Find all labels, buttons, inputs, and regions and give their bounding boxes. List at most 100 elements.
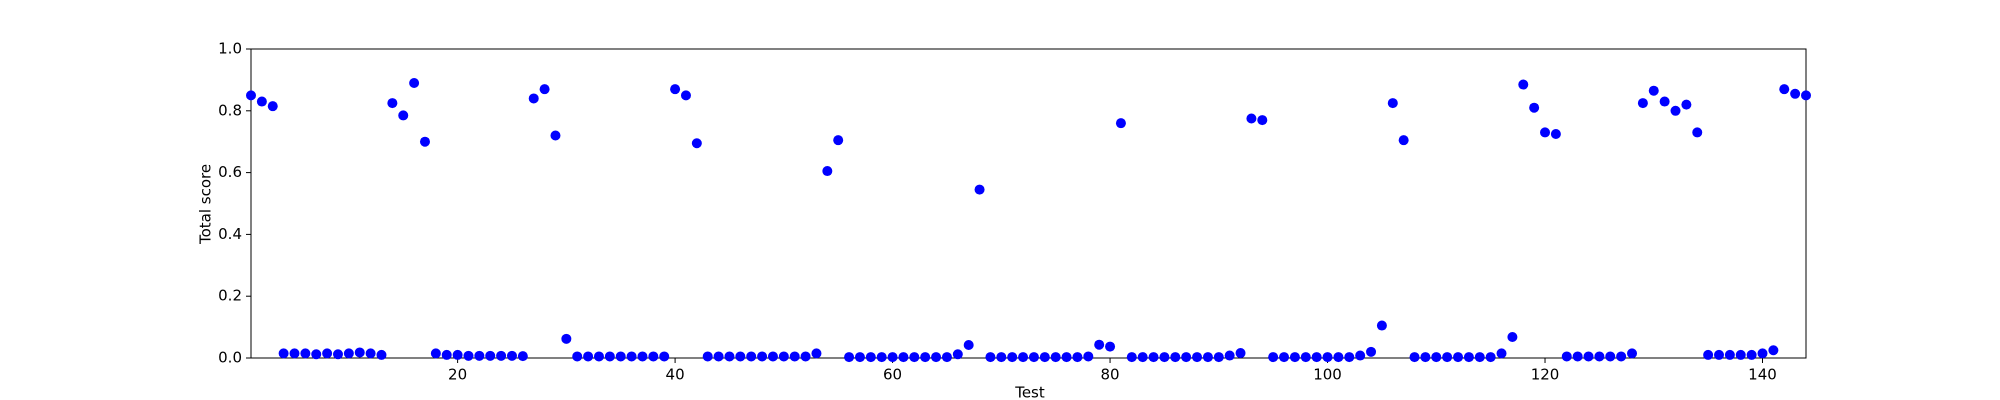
point: [1442, 352, 1453, 363]
point: [1105, 341, 1116, 352]
point: [876, 352, 887, 363]
point: [659, 351, 670, 362]
point: [583, 351, 594, 362]
point: [811, 348, 822, 359]
point: [1659, 96, 1670, 107]
point: [506, 350, 517, 361]
y-tick-label: 0.2: [218, 287, 242, 305]
point: [702, 351, 713, 362]
point: [1801, 90, 1811, 101]
point: [1550, 128, 1561, 139]
point: [1724, 349, 1735, 360]
point: [517, 351, 528, 362]
point: [474, 350, 485, 361]
point: [920, 352, 931, 363]
point: [746, 351, 757, 362]
x-tick-label: 100: [1313, 366, 1342, 384]
point: [1714, 349, 1725, 360]
point: [278, 348, 289, 359]
point: [1474, 352, 1485, 363]
point: [496, 350, 507, 361]
point: [833, 135, 844, 146]
point: [1507, 331, 1518, 342]
point: [898, 352, 909, 363]
point: [1757, 348, 1768, 359]
point: [1268, 352, 1279, 363]
point: [854, 352, 865, 363]
point: [1192, 352, 1203, 363]
point: [430, 348, 441, 359]
point: [1148, 352, 1159, 363]
y-tick-label: 1.0: [218, 40, 242, 58]
point: [1018, 352, 1029, 363]
point: [1235, 348, 1246, 359]
point: [1300, 352, 1311, 363]
point: [365, 348, 376, 359]
plot-frame: [250, 48, 1807, 359]
x-axis-label: Test: [1014, 384, 1045, 400]
point: [572, 351, 583, 362]
point: [1572, 351, 1583, 362]
point: [996, 352, 1007, 363]
point: [1224, 350, 1235, 361]
point: [931, 352, 942, 363]
point: [1159, 352, 1170, 363]
point: [1050, 352, 1061, 363]
point: [637, 351, 648, 362]
point: [1387, 98, 1398, 109]
x-tick-label: 140: [1748, 366, 1777, 384]
point: [463, 350, 474, 361]
point: [680, 90, 691, 101]
point: [256, 96, 267, 107]
point: [1779, 84, 1790, 95]
point: [1485, 352, 1496, 363]
point: [1333, 352, 1344, 363]
point: [713, 351, 724, 362]
point: [1703, 349, 1714, 360]
point: [1627, 348, 1638, 359]
point: [1605, 351, 1616, 362]
point: [735, 351, 746, 362]
point: [1540, 127, 1551, 138]
point: [691, 138, 702, 149]
point: [409, 77, 420, 88]
point: [1061, 352, 1072, 363]
point: [789, 351, 800, 362]
point: [1790, 88, 1801, 99]
point: [452, 349, 463, 360]
point: [1420, 352, 1431, 363]
point: [1398, 135, 1409, 146]
point: [1170, 352, 1181, 363]
point: [1463, 352, 1474, 363]
point: [1431, 352, 1442, 363]
point: [1692, 127, 1703, 138]
point: [1344, 352, 1355, 363]
point: [1518, 79, 1529, 90]
point: [376, 349, 387, 360]
point: [1115, 118, 1126, 129]
point: [1322, 352, 1333, 363]
point: [670, 84, 681, 95]
point: [1648, 85, 1659, 96]
point: [1366, 346, 1377, 357]
point: [1083, 351, 1094, 362]
point: [300, 348, 311, 359]
y-tick-label: 0.6: [218, 163, 242, 181]
point: [1583, 351, 1594, 362]
point: [1453, 352, 1464, 363]
point: [1681, 99, 1692, 110]
point: [800, 351, 811, 362]
point: [398, 110, 409, 121]
point: [1072, 352, 1083, 363]
point: [1028, 352, 1039, 363]
point: [322, 348, 333, 359]
point: [246, 90, 256, 101]
point: [387, 98, 398, 109]
point: [778, 351, 789, 362]
point: [844, 352, 855, 363]
y-tick-label: 0.8: [218, 101, 242, 119]
point: [952, 349, 963, 360]
point: [1039, 352, 1050, 363]
